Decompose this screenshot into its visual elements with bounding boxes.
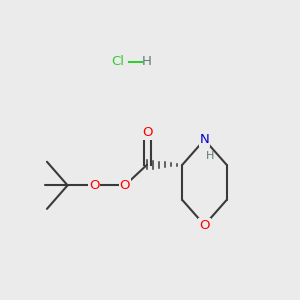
Text: O: O [89,179,99,192]
Text: O: O [142,126,152,139]
Text: O: O [120,179,130,192]
Text: Cl: Cl [111,55,124,68]
Text: H: H [206,151,214,161]
Text: N: N [200,133,209,146]
Text: O: O [199,219,210,232]
Text: H: H [142,55,152,68]
